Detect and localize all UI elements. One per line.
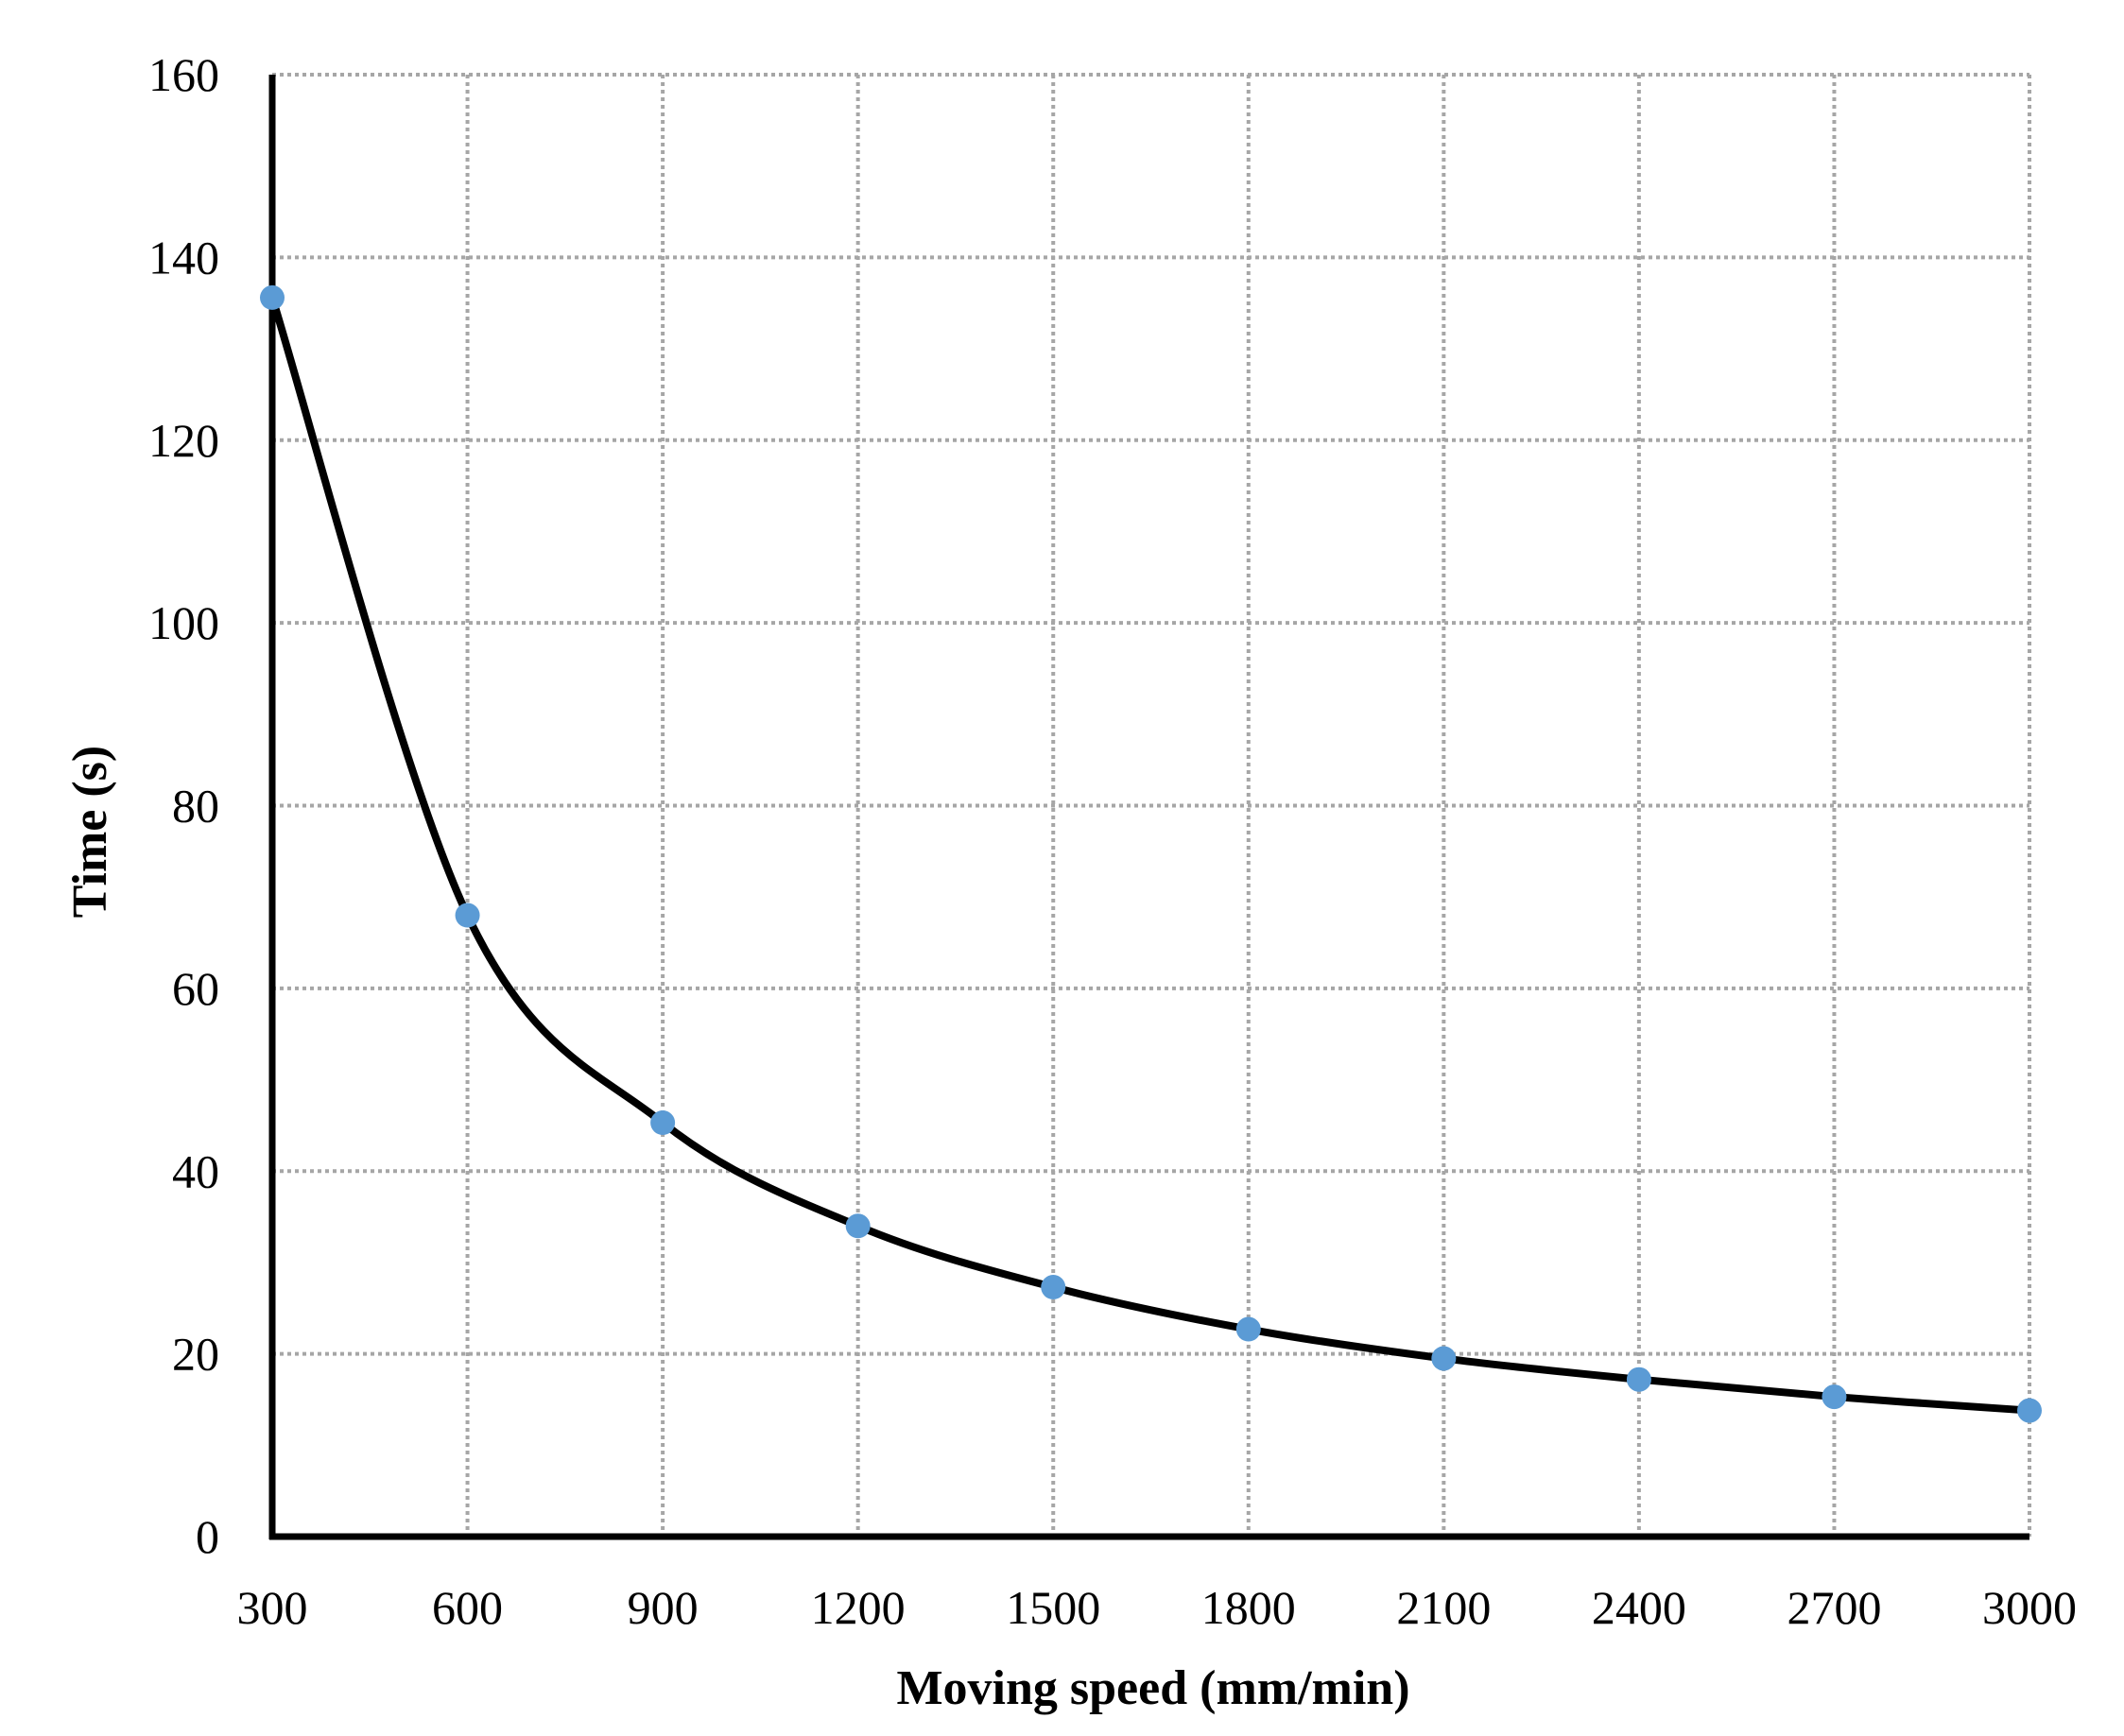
x-tick-label: 900 — [628, 1581, 699, 1634]
y-tick-labels: 0 20 40 60 80 100 120 140 160 — [148, 48, 219, 1563]
data-point — [2017, 1398, 2042, 1423]
y-tick-label: 40 — [172, 1144, 219, 1197]
x-tick-label: 2100 — [1396, 1581, 1491, 1634]
data-point — [455, 902, 480, 928]
data-point — [1626, 1366, 1651, 1392]
y-tick-label: 120 — [148, 414, 219, 467]
series-layer — [260, 284, 2042, 1423]
x-tick-label: 1200 — [811, 1581, 906, 1634]
gridlines — [272, 73, 2031, 1537]
x-axis-title: Moving speed (mm/min) — [896, 1661, 1409, 1715]
data-point — [260, 284, 285, 310]
x-tick-label: 2400 — [1592, 1581, 1686, 1634]
x-tick-label: 2700 — [1787, 1581, 1881, 1634]
y-tick-label: 140 — [148, 231, 219, 284]
axes — [268, 75, 2029, 1540]
series-line — [268, 293, 2033, 1415]
x-tick-label: 1800 — [1201, 1581, 1296, 1634]
y-tick-label: 100 — [148, 596, 219, 649]
x-tick-label: 3000 — [1982, 1581, 2077, 1634]
data-point — [1041, 1275, 1066, 1300]
y-axis-title: Time (s) — [63, 746, 117, 918]
x-tick-label: 600 — [432, 1581, 503, 1634]
y-tick-label: 60 — [172, 962, 219, 1015]
x-tick-label: 1500 — [1006, 1581, 1100, 1634]
x-tick-label: 300 — [237, 1581, 308, 1634]
data-point — [1822, 1384, 1847, 1410]
data-point — [1431, 1346, 1457, 1371]
y-tick-label: 20 — [172, 1328, 219, 1381]
data-point — [845, 1213, 871, 1239]
y-tick-label: 80 — [172, 780, 219, 833]
y-tick-label: 160 — [148, 48, 219, 101]
data-point — [1235, 1316, 1261, 1342]
data-point — [650, 1110, 676, 1136]
y-tick-label: 0 — [196, 1510, 219, 1563]
x-tick-labels: 300 600 900 1200 1500 1800 2100 2400 2700 3000 — [237, 1581, 2078, 1634]
